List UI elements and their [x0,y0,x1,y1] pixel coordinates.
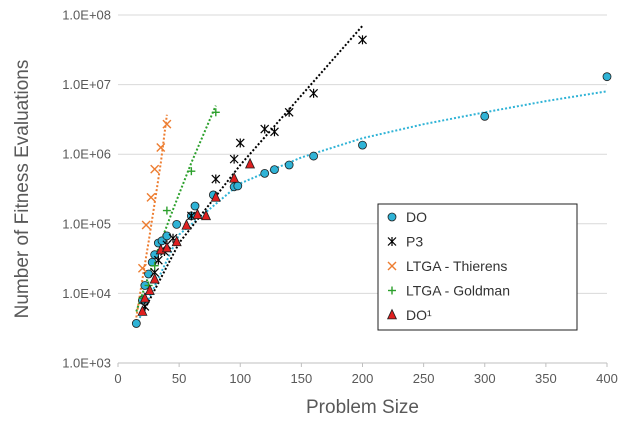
y-tick-label: 1.0E+06 [62,147,111,162]
x-tick-label: 200 [352,371,374,386]
legend-item: LTGA - Goldman [388,283,510,299]
legend-marker-asterisk [387,237,397,246]
data-point-asterisk [235,138,245,148]
x-tick-label: 0 [114,371,121,386]
data-point-circle [131,319,141,328]
legend-item: DO [387,209,427,225]
data-point-plus [162,206,171,215]
legend-marker-circle [387,212,397,222]
data-point-circle [233,181,243,191]
data-point-circle [172,220,182,229]
legend-marker-triangle [386,308,398,320]
data-point-circle [190,201,200,211]
data-point-triangle [171,235,182,247]
data-point-triangle [229,172,240,183]
legend-item: DO¹ [386,307,432,323]
data-point-triangle [149,272,160,284]
data-point-plus [187,167,196,176]
tick-labels: 1.0E+03 1.0E+04 1.0E+05 1.0E+06 1.0E+07 1.0E+… [62,8,618,387]
y-tick-label: 1.0E+04 [62,286,111,301]
x-tick-label: 150 [291,371,313,386]
legend-marker-x [387,261,397,271]
data-points [131,35,612,328]
legend-label: LTGA - Thierens [406,258,507,274]
data-point-triangle [139,291,150,303]
data-point-triangle [181,219,192,230]
data-point-circle [480,111,490,121]
data-point-x [137,263,147,273]
data-point-asterisk [260,124,270,134]
x-tick-label: 400 [596,371,618,386]
x-tick-label: 350 [535,371,557,386]
data-point-triangle [210,191,221,202]
data-point-asterisk [153,255,163,265]
legend-box [377,203,578,331]
data-point-triangle [161,241,172,253]
axes [117,362,608,367]
data-point-circle [284,160,294,170]
data-point-x [146,192,156,202]
data-point-plus [150,261,159,270]
data-point-asterisk [358,35,367,45]
data-point-asterisk [211,174,221,184]
x-tick-label: 100 [229,371,251,386]
data-point-circle [602,72,612,82]
data-point-asterisk [270,127,279,137]
data-point-plus [211,108,220,117]
data-point-circle [358,140,367,150]
x-tick-label: 300 [474,371,496,386]
y-tick-label: 1.0E+07 [62,77,111,92]
data-point-triangle [200,209,212,221]
data-point-circle [270,165,279,175]
trend-line [135,90,608,326]
y-tick-label: 1.0E+05 [62,216,111,231]
trend-line [135,105,217,312]
x-tick-label: 250 [413,371,435,386]
legend-label: P3 [406,234,423,250]
data-point-triangle [192,208,203,220]
legend-item: LTGA - Thierens [387,258,507,274]
legend: DO P3 LTGA - Thierens LTGA - Goldman DO¹ [377,203,578,331]
trend-line [144,25,364,310]
y-axis-title: Number of Fitness Evaluations [12,60,33,319]
data-point-circle [309,151,319,161]
legend-label: DO [406,209,427,225]
data-point-x [150,164,160,174]
y-tick-label: 1.0E+03 [62,356,111,371]
legend-marker-plus [388,286,396,295]
data-point-circle [260,168,270,178]
y-tick-label: 1.0E+08 [62,8,111,23]
data-point-circle [162,231,172,241]
data-point-asterisk [284,107,294,117]
x-tick-label: 50 [172,371,186,386]
legend-label: LTGA - Goldman [406,283,510,299]
data-point-x [156,142,166,152]
legend-label: DO¹ [406,307,432,323]
data-point-x [141,220,151,230]
data-point-triangle [137,305,148,316]
legend-item: P3 [387,234,423,250]
data-point-asterisk [229,154,239,164]
x-axis-title: Problem Size [306,397,419,418]
data-point-x [162,119,172,129]
data-point-triangle [244,157,256,169]
data-point-asterisk [309,88,319,98]
data-point-triangle [144,284,155,295]
